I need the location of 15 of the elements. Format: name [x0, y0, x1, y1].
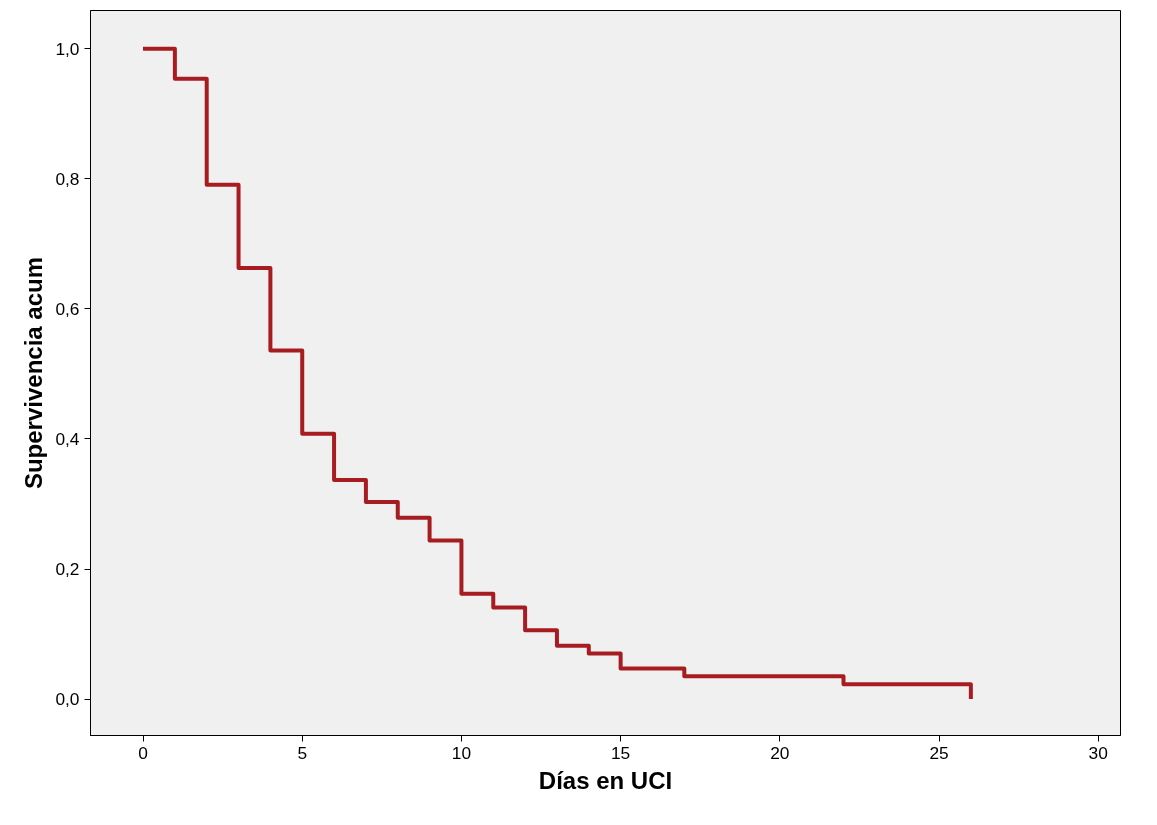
- x-tick-label: 0: [138, 742, 148, 763]
- x-tick-label: 25: [929, 742, 949, 763]
- y-tick-label: 0,0: [55, 689, 80, 710]
- y-tick-label: 0,2: [55, 559, 80, 580]
- x-tick-label: 10: [451, 742, 472, 763]
- x-tick-label: 30: [1088, 742, 1108, 763]
- x-axis-title: Días en UCI: [538, 766, 673, 794]
- x-tick-label: 20: [770, 742, 790, 763]
- y-tick-label: 1,0: [55, 38, 80, 59]
- y-tick-label: 0,8: [55, 168, 80, 189]
- x-tick-label: 15: [610, 742, 631, 763]
- y-axis-title: Supervivencia acum: [20, 256, 48, 490]
- y-tick-label: 0,4: [55, 429, 80, 449]
- x-tick-label: 5: [297, 742, 308, 763]
- y-tick-label: 0,6: [55, 298, 80, 319]
